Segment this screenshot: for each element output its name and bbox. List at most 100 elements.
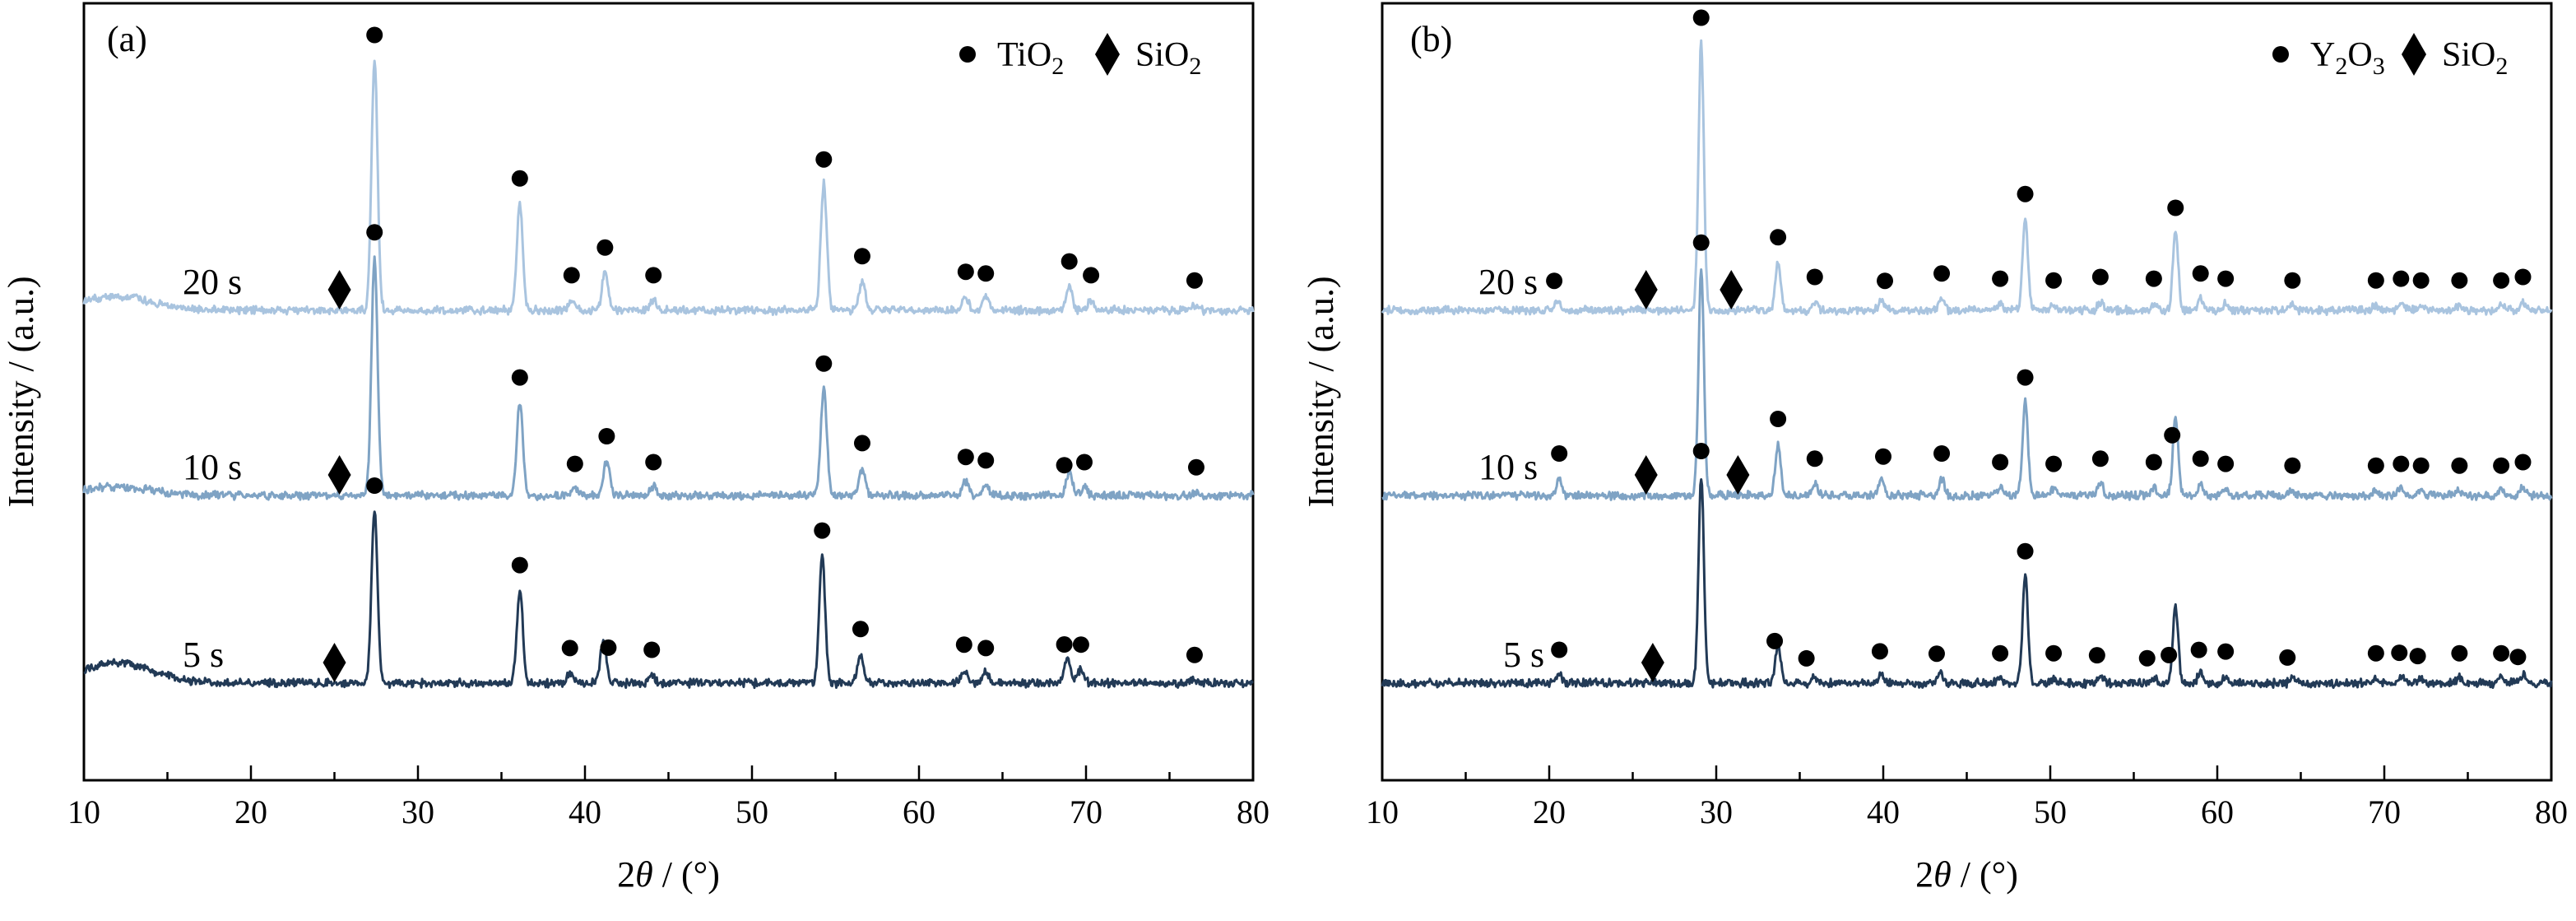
peak-marker-circle (814, 522, 831, 539)
legend: Y2O3 SiO2 (2272, 33, 2508, 80)
peak-marker-circle (643, 641, 661, 658)
peak-marker-diamond (1720, 270, 1743, 309)
peak-marker-circle (1928, 645, 1945, 663)
x-tick-label: 30 (401, 793, 434, 830)
series-label: 10 s (1478, 447, 1538, 487)
peak-marker-circle (645, 454, 662, 471)
plot-frame (1381, 2, 2553, 782)
panel-a: 10 20 30 40 50 60 70 80 2θ / (°) Intensity / (a.u… (1, 2, 1269, 895)
peak-marker-circle (2391, 644, 2408, 662)
peak-marker-circle (1992, 644, 2009, 662)
peak-marker-circle (957, 449, 974, 466)
peak-marker-circle (511, 556, 528, 574)
peak-marker-circle (2017, 542, 2034, 560)
x-tick-label: 80 (2535, 793, 2568, 830)
peak-marker-circle (2192, 265, 2209, 282)
peak-marker-circle (2493, 457, 2510, 474)
peak-marker-circle (852, 621, 869, 638)
peak-marker-circle (1992, 454, 2009, 471)
peak-marker-circle (1551, 445, 1568, 462)
peak-marker-circle (1061, 253, 1078, 270)
peak-marker-circle (598, 428, 615, 444)
peak-marker-circle (2284, 457, 2301, 474)
peak-marker-circle (2409, 648, 2426, 665)
legend-label: TiO2 (997, 36, 1064, 80)
peak-marker-circle (2217, 643, 2235, 660)
peak-marker-circle (2045, 644, 2063, 662)
series-line-10s (82, 255, 1255, 501)
peak-marker-circle (2451, 272, 2468, 289)
peak-marker-circle (1770, 229, 1787, 246)
peak-marker-diamond (327, 455, 351, 495)
peak-marker-circle (561, 640, 578, 657)
peak-marker-circle (2091, 450, 2109, 467)
peak-marker-circle (1546, 272, 1563, 290)
x-tick-label: 10 (67, 793, 100, 830)
peak-marker-circle (2393, 455, 2410, 472)
peak-marker-circle (2088, 647, 2105, 664)
peak-marker-circle (1877, 272, 1894, 290)
x-tick-label: 20 (234, 793, 267, 830)
peak-marker-circle (600, 639, 617, 656)
x-tick-label: 70 (2368, 793, 2401, 830)
peak-marker-diamond (1726, 455, 1750, 495)
peak-marker-circle (1933, 445, 1951, 462)
peak-marker-circle (1186, 646, 1203, 663)
series-label: 5 s (183, 635, 224, 675)
peak-marker-circle (511, 170, 528, 187)
panel-b: 10 20 30 40 50 60 70 80 2θ / (°) Intensity / (a.u… (1301, 2, 2568, 895)
legend-diamond-icon (1095, 33, 1120, 76)
peak-marker-circle (2138, 649, 2156, 667)
x-tick-label: 50 (736, 793, 768, 830)
plot-frame (82, 2, 1255, 782)
series-line-5s (83, 510, 1254, 690)
peak-marker-circle (2509, 649, 2527, 666)
peak-marker-circle (815, 355, 833, 372)
peak-marker-circle (2017, 185, 2034, 202)
peak-marker-circle (2017, 369, 2034, 386)
peak-marker-circle (1075, 454, 1093, 471)
series-label: 5 s (1503, 635, 1544, 675)
peak-marker-circle (1692, 443, 1710, 459)
series-line-10s (1381, 268, 2553, 501)
peak-marker-circle (1072, 636, 1089, 654)
x-tick-label: 80 (1237, 793, 1269, 830)
peak-marker-diamond (327, 270, 351, 309)
legend-label: Y2O3 (2310, 36, 2385, 80)
peak-marker-circle (596, 239, 614, 256)
peak-marker-circle (1770, 411, 1787, 427)
peak-marker-circle (2367, 644, 2384, 662)
peak-marker-circle (1933, 265, 1951, 282)
x-tick-label: 40 (569, 793, 601, 830)
peak-marker-circle (853, 435, 870, 452)
peak-marker-circle (2145, 270, 2162, 287)
peak-marker-circle (2367, 457, 2384, 474)
peak-marker-circle (2045, 272, 2063, 289)
peak-marker-circle (977, 452, 995, 469)
peak-marker-circle (2164, 426, 2181, 444)
legend-diamond-icon (2402, 33, 2426, 76)
x-tick-label: 40 (1867, 793, 1900, 830)
peak-marker-circle (2412, 457, 2430, 474)
peak-marker-circle (2284, 272, 2301, 289)
y-axis-title: Intensity / (a.u.) (1, 276, 41, 507)
peak-marker-circle (1798, 649, 1815, 667)
peak-marker-circle (2451, 644, 2468, 662)
peak-marker-circle (815, 151, 833, 168)
peak-marker-circle (366, 224, 383, 241)
peak-marker-circle (366, 26, 383, 44)
peak-marker-circle (2451, 457, 2468, 474)
series-label: 20 s (183, 262, 242, 302)
x-tick-label: 20 (1533, 793, 1566, 830)
x-tick-label: 70 (1070, 793, 1102, 830)
series-label: 20 s (1478, 262, 1538, 302)
peak-marker-circle (2217, 455, 2235, 472)
peak-marker-circle (1871, 643, 1888, 660)
x-axis-title: 2θ / (°) (1915, 854, 2018, 895)
peak-marker-circle (2161, 646, 2178, 663)
series-line-5s (1381, 478, 2553, 690)
peak-marker-circle (1187, 458, 1204, 476)
peak-marker-circle (2167, 199, 2184, 216)
peak-marker-circle (955, 636, 972, 654)
x-tick-label: 60 (2201, 793, 2234, 830)
